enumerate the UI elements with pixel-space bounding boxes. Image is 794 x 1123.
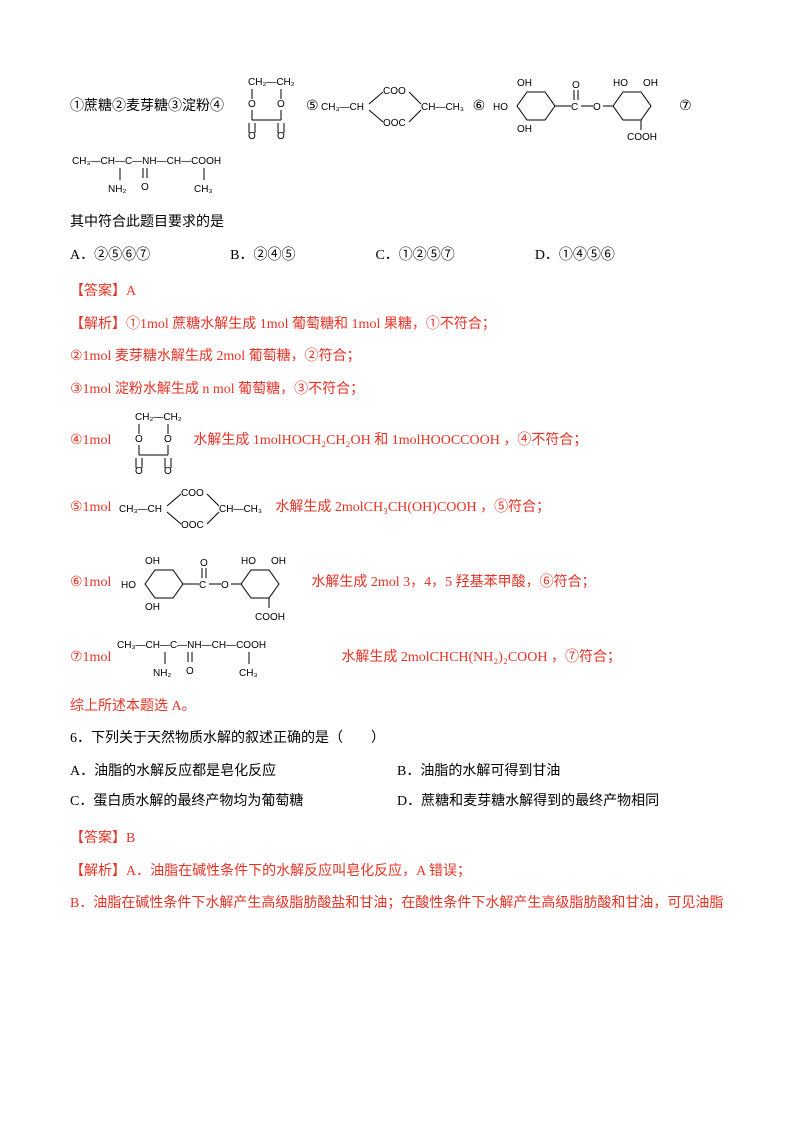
svg-text:COOH: COOH [255, 612, 285, 623]
struct4-icon: CH₂—CH₂ O O O O [226, 75, 304, 139]
svg-text:O: O [248, 99, 256, 110]
svg-text:CH₂—CH₂: CH₂—CH₂ [248, 77, 295, 88]
q6-opt-c: C．蛋白质水解的最终产物均为葡萄糖 [70, 789, 397, 816]
q5-exp3: ③1mol 淀粉水解生成 n mol 葡萄糖，③不符合； [70, 377, 724, 404]
svg-text:C: C [199, 580, 206, 591]
svg-text:OH: OH [517, 78, 532, 89]
svg-text:CH—CH₃: CH—CH₃ [421, 102, 464, 113]
q5-struct7-row: CH₃—CH—C—NH—CH—COOH NH₂ O CH₃ [70, 150, 724, 204]
svg-text:O: O [141, 182, 149, 193]
opt-a: A．②⑤⑥⑦ [70, 243, 150, 270]
struct6-red-icon: HO OH OH C O O HO OH COOH [113, 544, 309, 624]
svg-text:CH₃—CH—C—NH—CH—COOH: CH₃—CH—C—NH—CH—COOH [117, 640, 266, 651]
svg-text:CH₃: CH₃ [194, 184, 213, 195]
svg-text:O: O [164, 434, 172, 445]
q5-stem: 其中符合此题目要求的是 [70, 210, 724, 237]
struct7-red-icon: CH₃—CH—C—NH—CH—COOH NH₂ O CH₃ [113, 632, 339, 686]
svg-text:CH₃—CH: CH₃—CH [321, 102, 364, 113]
svg-text:OH: OH [145, 556, 160, 567]
svg-text:O: O [135, 434, 143, 445]
svg-text:O: O [164, 466, 172, 474]
svg-text:O: O [248, 131, 256, 139]
svg-text:O: O [277, 131, 285, 139]
q6-expB: B．油脂在碱性条件下水解产生高级脂肪酸盐和甘油；在酸性条件下水解产生高级脂肪酸和… [70, 891, 724, 918]
q6-opt-b: B．油脂的水解可得到甘油 [397, 759, 724, 786]
svg-text:OOC: OOC [181, 520, 204, 531]
q5-exp7-post: 水解生成 2molCHCH(NH₂)₂COOH ，⑦符合； [341, 645, 621, 672]
svg-text:O: O [135, 466, 143, 474]
svg-text:OOC: OOC [383, 118, 406, 129]
q6-opt-a: A．油脂的水解反应都是皂化反应 [70, 759, 397, 786]
q6-expA: 【解析】A．油脂在碱性条件下的水解反应叫皂化反应，A 错误； [70, 859, 724, 886]
q6-opt-d: D．蔗糖和麦芽糖水解得到的最终产物相同 [397, 789, 724, 816]
svg-text:CH₂—CH₂: CH₂—CH₂ [135, 412, 182, 423]
svg-text:O: O [200, 558, 208, 569]
svg-text:CH₃—CH—C—NH—CH—COOH: CH₃—CH—C—NH—CH—COOH [72, 156, 221, 167]
svg-text:O: O [572, 80, 580, 91]
q5-exp4-post: 水解生成 1molHOCH₂CH₂OH 和 1molHOOCCOOH ，④不符合… [193, 428, 587, 455]
q5-structures-row: ①蔗糖②麦芽糖③淀粉④ CH₂—CH₂ OO OO ⑤ CH₃—CH COO O… [70, 70, 724, 144]
opt-c: C．①②⑤⑦ [375, 243, 454, 270]
q5-exp7-row: ⑦1mol CH₃—CH—C—NH—CH—COOH NH₂ O CH₃ 水解生成… [70, 632, 724, 686]
svg-text:OH: OH [145, 602, 160, 613]
svg-text:O: O [277, 99, 285, 110]
svg-text:CH₃—CH: CH₃—CH [119, 504, 162, 515]
svg-text:HO: HO [121, 580, 136, 591]
q5-exp4-pre: ④1mol [70, 428, 111, 455]
svg-text:O: O [186, 666, 194, 677]
struct4-red-icon: CH₂—CH₂ O O O O [113, 410, 191, 474]
svg-text:CH₃: CH₃ [239, 668, 258, 679]
struct7-icon: CH₃—CH—C—NH—CH—COOH NH₂ O CH₃ [72, 150, 292, 204]
svg-text:COOH: COOH [627, 132, 657, 143]
svg-text:HO: HO [493, 102, 508, 113]
q5-answer: 【答案】A [70, 279, 724, 306]
struct5-icon: CH₃—CH COO OOC CH—CH₃ [321, 82, 471, 132]
struct5-red-icon: CH₃—CH COO OOC CH—CH₃ [113, 482, 273, 536]
q6-options: A．油脂的水解反应都是皂化反应 B．油脂的水解可得到甘油 C．蛋白质水解的最终产… [70, 759, 724, 816]
q5-exp2: ②1mol 麦芽糖水解生成 2mol 葡萄糖，②符合； [70, 344, 724, 371]
opt-b: B．②④⑤ [230, 243, 295, 270]
svg-text:COO: COO [383, 86, 406, 97]
q5-mid5: ⑤ [306, 94, 319, 121]
svg-text:O: O [593, 102, 601, 113]
q5-options: A．②⑤⑥⑦ B．②④⑤ C．①②⑤⑦ D．①④⑤⑥ [70, 243, 724, 270]
q6-stem: 6．下列关于天然物质水解的叙述正确的是（ ） [70, 726, 724, 753]
q5-prefix: ①蔗糖②麦芽糖③淀粉④ [70, 94, 224, 121]
q5-summary: 综上所述本题选 A。 [70, 694, 724, 721]
svg-text:OH: OH [271, 556, 286, 567]
struct6-icon: HO OH OH C O O HO OH COOH [487, 70, 677, 144]
opt-d: D．①④⑤⑥ [535, 243, 615, 270]
q5-exp6-pre: ⑥1mol [70, 570, 111, 597]
svg-text:NH₂: NH₂ [108, 184, 126, 195]
q5-exp1: 【解析】①1mol 蔗糖水解生成 1mol 葡萄糖和 1mol 果糖，①不符合； [70, 312, 724, 339]
q5-mid7: ⑦ [679, 94, 692, 121]
q5-exp5-post: 水解生成 2molCH₃CH(OH)COOH ，⑤符合； [275, 495, 550, 522]
q5-exp4-row: ④1mol CH₂—CH₂ O O O O 水解生成 1molHOCH₂CH₂OH … [70, 410, 724, 474]
svg-text:HO: HO [241, 556, 256, 567]
q5-exp5-pre: ⑤1mol [70, 495, 111, 522]
svg-text:COO: COO [181, 488, 204, 499]
svg-text:C: C [571, 102, 578, 113]
svg-text:CH—CH₃: CH—CH₃ [219, 504, 262, 515]
q5-exp5-row: ⑤1mol CH₃—CH COO OOC CH—CH₃ 水解生成 2molCH₃… [70, 482, 724, 536]
q5-exp6-post: 水解生成 2mol 3，4，5 羟基苯甲酸，⑥符合； [311, 570, 595, 597]
svg-text:OH: OH [517, 124, 532, 135]
q5-mid6: ⑥ [473, 94, 486, 121]
svg-text:HO: HO [613, 78, 628, 89]
q5-exp6-row: ⑥1mol HO OH OH C O O HO OH COOH 水解生成 2mol 3… [70, 544, 724, 624]
q6-answer: 【答案】B [70, 826, 724, 853]
svg-text:NH₂: NH₂ [153, 668, 171, 679]
q5-exp7-pre: ⑦1mol [70, 645, 111, 672]
svg-text:OH: OH [643, 78, 658, 89]
svg-text:O: O [221, 580, 229, 591]
